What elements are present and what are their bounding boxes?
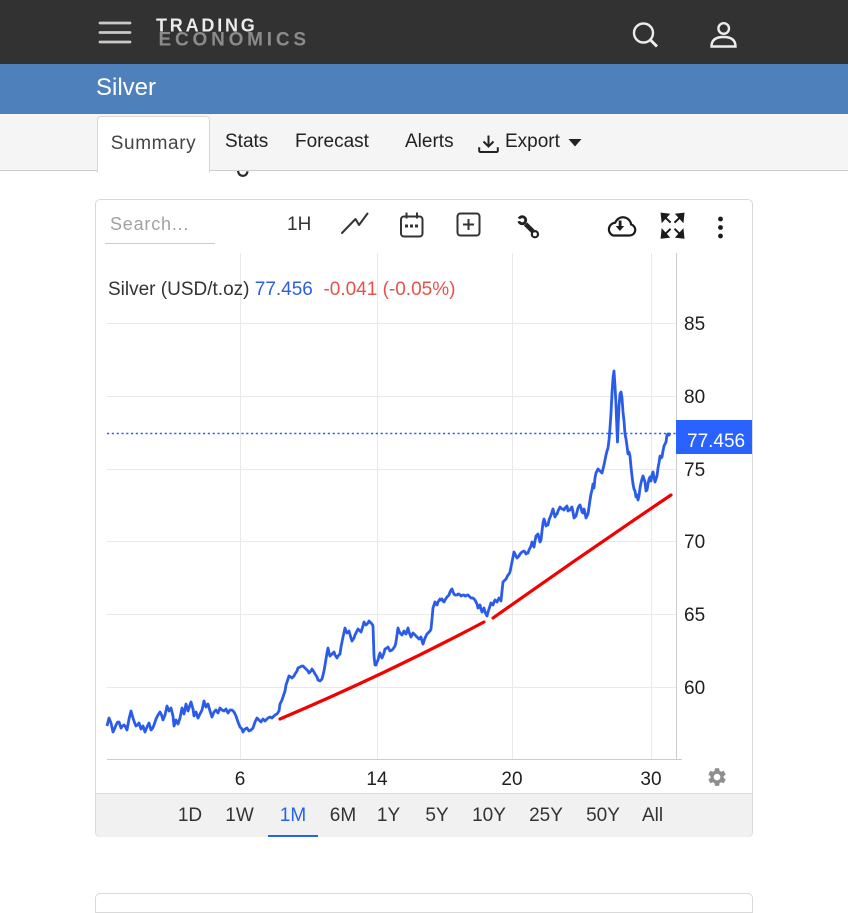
svg-text:77.456: 77.456	[687, 431, 745, 452]
svg-text:60: 60	[684, 678, 705, 699]
svg-text:70: 70	[684, 532, 705, 553]
svg-text:6: 6	[235, 769, 246, 790]
svg-text:20: 20	[501, 769, 522, 790]
svg-text:14: 14	[366, 769, 388, 790]
svg-text:80: 80	[684, 387, 705, 408]
svg-text:ECONOMICS: ECONOMICS	[159, 30, 310, 51]
svg-text:85: 85	[684, 314, 705, 335]
svg-text:30: 30	[640, 769, 661, 790]
svg-text:75: 75	[684, 460, 705, 481]
svg-text:65: 65	[684, 605, 705, 626]
svg-text:TRADING: TRADING	[156, 16, 258, 36]
